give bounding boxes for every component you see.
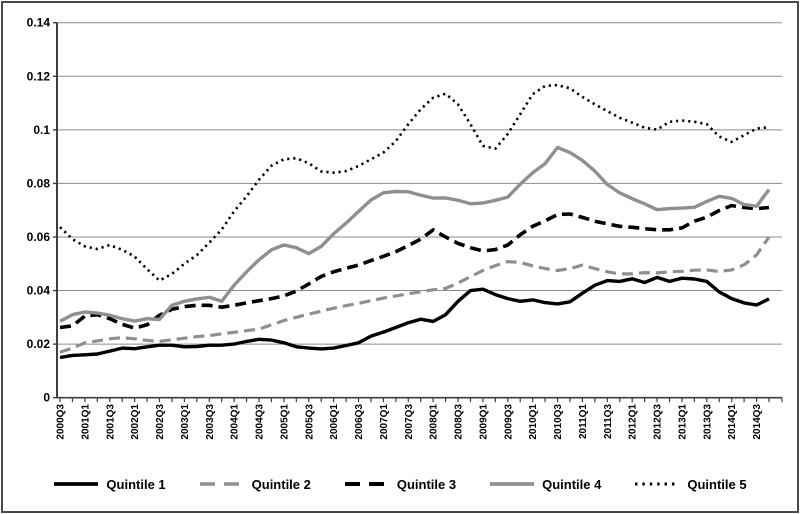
series-line-quintile-4	[59, 145, 771, 323]
x-tick-label: 2003Q3	[205, 404, 216, 440]
x-tick-label: 2005Q1	[279, 404, 290, 440]
x-tick-label: 2007Q3	[404, 404, 415, 440]
y-tick-label: 0.14	[27, 16, 51, 30]
x-tick-label: 2014Q3	[752, 404, 763, 440]
series-line-quintile-3	[59, 203, 770, 330]
x-tick-label: 2012Q1	[628, 404, 639, 440]
x-tick-label: 2004Q1	[230, 404, 241, 440]
legend-label: Quintile 3	[396, 476, 457, 492]
x-tick-label: 2009Q3	[503, 404, 514, 440]
legend-line-sample	[344, 482, 389, 486]
legend-line-sample	[490, 482, 535, 486]
x-tick-label: 2006Q1	[329, 404, 340, 440]
chart-legend: Quintile 1 Quintile 2 Quintile 3 Quintile 4…	[0, 468, 800, 500]
x-tick-label: 2001Q3	[105, 404, 116, 440]
x-tick-label: 2008Q1	[429, 404, 440, 440]
x-tick-label: 2003Q1	[180, 404, 191, 440]
x-tick-label: 2010Q3	[553, 404, 564, 440]
y-tick-label: 0.12	[27, 69, 51, 83]
x-tick-label: 2013Q1	[677, 404, 688, 440]
series-line-quintile-5	[59, 83, 770, 282]
series-line-quintile-2	[59, 236, 771, 354]
legend-label: Quintile 2	[251, 476, 311, 492]
x-tick-label: 2004Q3	[255, 404, 266, 440]
legend-item-quintile-4: Quintile 4	[489, 477, 601, 492]
legend-item-quintile-2: Quintile 2	[199, 477, 311, 492]
x-tick-label: 2011Q3	[603, 404, 614, 439]
legend-item-quintile-3: Quintile 3	[344, 477, 456, 492]
legend-label: Quintile 1	[106, 476, 166, 492]
y-tick-label: 0.06	[27, 230, 51, 244]
legend-line-sample	[199, 482, 244, 486]
legend-line-sample	[635, 482, 680, 486]
legend-item-quintile-5: Quintile 5	[634, 476, 747, 492]
x-tick-label: 2001Q1	[80, 404, 91, 440]
legend-line-sample	[54, 482, 99, 486]
x-tick-label: 2008Q3	[454, 404, 465, 440]
y-tick-label: 0.04	[27, 284, 51, 298]
x-tick-label: 2012Q3	[653, 404, 664, 440]
legend-label: Quintile 5	[687, 476, 747, 492]
y-tick-label: 0.1	[33, 123, 50, 137]
x-tick-label: 2011Q1	[578, 404, 589, 439]
x-tick-label: 2007Q1	[379, 404, 390, 440]
series-line-quintile-1	[59, 275, 770, 360]
x-tick-label: 2009Q1	[478, 404, 489, 440]
x-tick-label: 2002Q3	[155, 404, 166, 440]
x-tick-label: 2014Q1	[727, 404, 738, 440]
y-tick-label: 0.08	[27, 176, 51, 190]
y-tick-label: 0.02	[27, 337, 51, 351]
x-tick-label: 2002Q1	[130, 404, 141, 440]
x-tick-label: 2006Q3	[354, 404, 365, 440]
y-tick-label: 0	[43, 391, 50, 405]
x-tick-label: 2013Q3	[702, 404, 713, 440]
legend-label: Quintile 4	[542, 476, 602, 492]
x-tick-label: 2000Q3	[56, 404, 67, 440]
x-tick-label: 2005Q3	[304, 404, 315, 440]
x-tick-label: 2010Q1	[528, 404, 539, 440]
legend-item-quintile-1: Quintile 1	[53, 476, 166, 492]
